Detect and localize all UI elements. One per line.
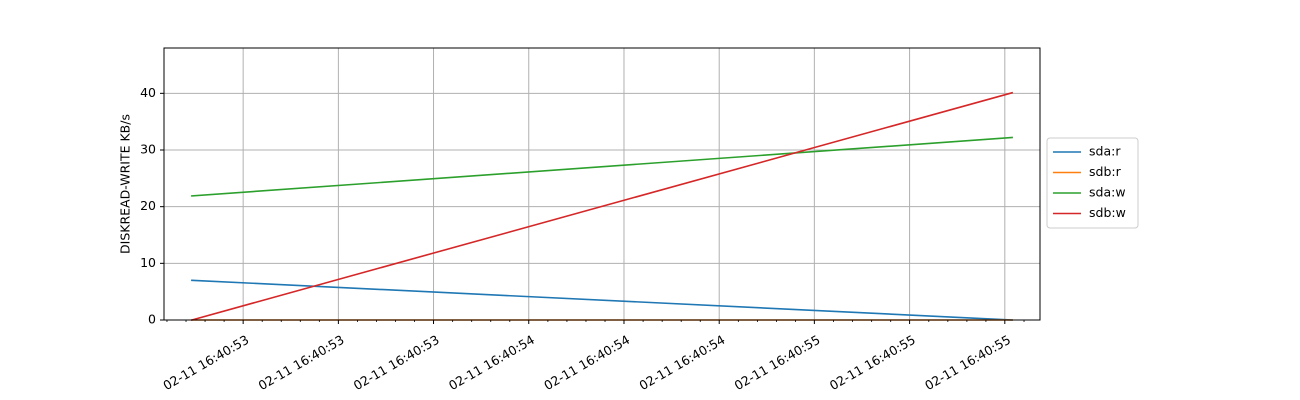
legend-label: sda:w xyxy=(1089,185,1126,200)
series-line-sdb-w xyxy=(190,91,1014,321)
series-line-sda-w xyxy=(191,136,1013,197)
legend: sda:r sdb:r sda:w sdb:w xyxy=(1046,137,1139,229)
x-tick-label: 02-11 16:40:53 xyxy=(160,332,251,393)
y-tick-label: 10 xyxy=(140,255,156,270)
y-axis: 0 10 20 30 40 xyxy=(140,85,164,327)
plot-area xyxy=(164,48,1040,320)
x-axis: 02-11 16:40:53 02-11 16:40:53 02-11 16:40:… xyxy=(160,320,1025,393)
x-tick-label: 02-11 16:40:55 xyxy=(922,332,1013,393)
y-axis-title: DISKREAD-WRITE KB/s xyxy=(118,114,133,254)
series-line-sda-r xyxy=(191,279,1013,321)
plot-frame xyxy=(163,47,1041,321)
x-tick-label: 02-11 16:40:54 xyxy=(446,332,537,393)
y-tick-label: 40 xyxy=(140,85,156,100)
x-tick-label: 02-11 16:40:54 xyxy=(636,332,727,393)
x-tick-label: 02-11 16:40:53 xyxy=(256,332,347,393)
y-tick-label: 0 xyxy=(148,312,156,327)
x-tick-label: 02-11 16:40:55 xyxy=(827,332,918,393)
x-tick-label: 02-11 16:40:54 xyxy=(541,332,632,393)
x-tick-label: 02-11 16:40:55 xyxy=(732,332,823,393)
x-tick-label: 02-11 16:40:53 xyxy=(351,332,442,393)
legend-box xyxy=(1046,137,1139,229)
grid xyxy=(164,48,1040,321)
legend-label: sdb:r xyxy=(1089,164,1122,179)
legend-label: sdb:w xyxy=(1089,205,1126,220)
y-tick-label: 30 xyxy=(140,142,156,157)
legend-label: sda:r xyxy=(1089,144,1121,159)
y-tick-label: 20 xyxy=(140,198,156,213)
